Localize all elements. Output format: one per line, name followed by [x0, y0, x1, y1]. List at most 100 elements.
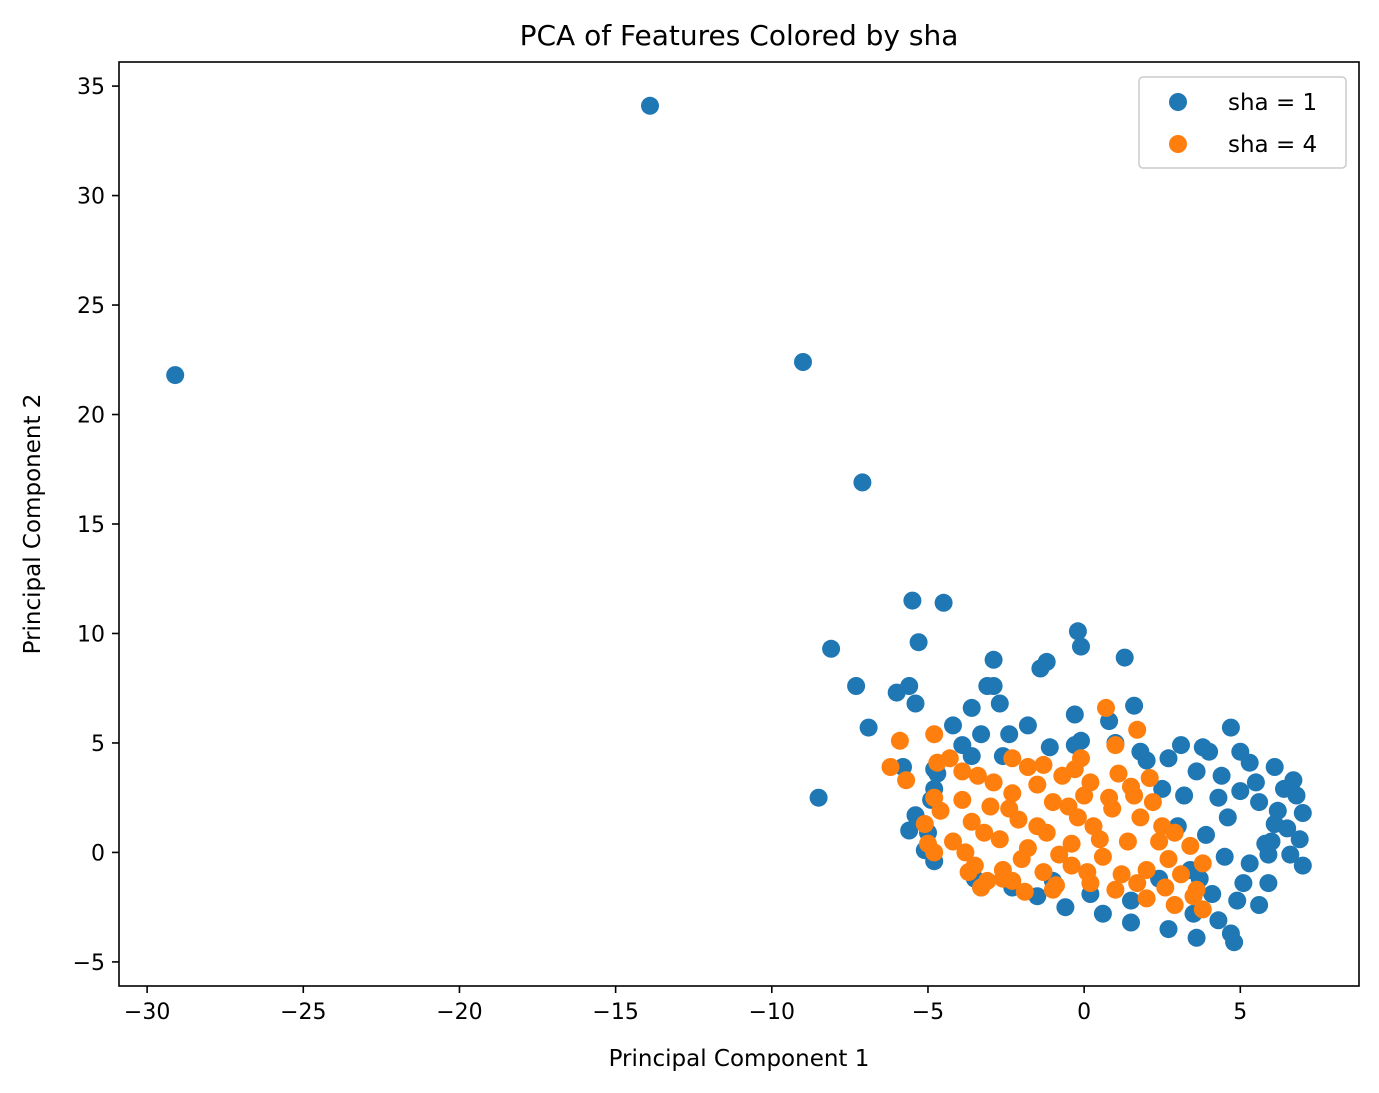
scatter-point — [1256, 834, 1275, 853]
scatter-point — [1090, 830, 1109, 849]
scatter-point — [1209, 911, 1228, 930]
y-tick-label: −5 — [73, 951, 105, 976]
chart-title: PCA of Features Colored by sha — [520, 19, 959, 52]
scatter-point — [915, 815, 934, 833]
scatter-point — [984, 773, 1003, 792]
scatter-point — [962, 747, 981, 766]
scatter-point — [897, 771, 916, 790]
scatter-point — [944, 716, 962, 735]
y-axis-ticks: −5 0 5 10 15 20 25 30 35 — [73, 75, 119, 976]
x-tick-label: −30 — [124, 1000, 170, 1025]
scatter-point — [1218, 808, 1237, 827]
x-tick-label: −10 — [749, 1000, 795, 1025]
scatter-point — [1000, 799, 1019, 818]
x-tick-label: −15 — [592, 1000, 638, 1025]
scatter-point — [1050, 845, 1069, 864]
scatter-point — [1187, 928, 1206, 947]
scatter-point — [1125, 696, 1144, 715]
scatter-point — [1034, 863, 1053, 882]
scatter-point — [1290, 830, 1309, 849]
scatter-point — [1240, 753, 1259, 772]
legend-label-sha-4: sha = 4 — [1228, 132, 1317, 158]
scatter-point — [1018, 716, 1037, 735]
scatter-point — [1103, 799, 1122, 818]
legend-box — [1138, 76, 1347, 169]
scatter-point — [1028, 775, 1047, 794]
scatter-point — [1240, 854, 1259, 873]
y-tick-label: 15 — [77, 513, 105, 538]
x-tick-label: 0 — [1077, 1000, 1091, 1025]
scatter-point — [822, 639, 841, 658]
scatter-point — [1062, 856, 1081, 875]
scatter-point — [1215, 847, 1234, 866]
x-axis-label: Principal Component 1 — [609, 1046, 870, 1072]
scatter-point — [1106, 736, 1125, 755]
scatter-point — [959, 863, 978, 882]
scatter-point — [1093, 904, 1112, 923]
x-tick-label: −20 — [436, 1000, 482, 1025]
scatter-point — [1137, 861, 1156, 879]
legend-label-sha-1: sha = 1 — [1228, 90, 1317, 116]
scatter-point — [1034, 755, 1053, 774]
scatter-point — [1003, 749, 1022, 768]
scatter-point — [1072, 637, 1090, 656]
y-tick-label: 30 — [77, 185, 105, 210]
legend-marker-sha-1 — [1169, 93, 1187, 111]
scatter-point — [940, 749, 959, 768]
scatter-point — [1056, 898, 1075, 917]
scatter-point — [900, 821, 919, 840]
scatter-point — [1159, 920, 1178, 939]
scatter-point — [809, 788, 828, 807]
scatter-point — [1165, 896, 1184, 914]
scatter-point — [1193, 900, 1212, 919]
scatter-point — [1175, 786, 1194, 805]
scatter-point — [1187, 762, 1206, 781]
scatter-point — [1234, 874, 1253, 893]
scatter-point — [890, 731, 909, 750]
y-tick-label: 25 — [77, 294, 105, 319]
scatter-point — [1131, 808, 1150, 827]
scatter-point — [1093, 847, 1112, 866]
scatter-point — [1000, 725, 1019, 744]
scatter-point — [1159, 850, 1178, 868]
scatter-point — [1265, 758, 1284, 776]
y-axis-label: Principal Component 2 — [20, 394, 46, 655]
scatter-point — [1228, 891, 1247, 910]
scatter-point — [1106, 880, 1125, 899]
scatter-point — [1209, 788, 1228, 807]
scatter-point — [975, 823, 994, 842]
scatter-point — [1172, 736, 1190, 755]
scatter-point — [981, 797, 1000, 816]
scatter-point — [1125, 786, 1144, 805]
scatter-point — [1221, 718, 1240, 737]
scatter-point — [1003, 871, 1022, 890]
scatter-point — [990, 830, 1009, 849]
scatter-point — [1128, 874, 1147, 893]
scatter-point — [962, 698, 981, 717]
y-tick-label: 0 — [91, 841, 105, 866]
scatter-point — [953, 790, 972, 809]
scatter-point — [1109, 764, 1128, 783]
scatter-point — [1137, 889, 1156, 908]
scatter-point — [1268, 801, 1287, 820]
scatter-point — [641, 96, 659, 115]
y-tick-label: 35 — [77, 75, 105, 100]
scatter-point — [1278, 819, 1297, 838]
scatter-point — [1068, 622, 1087, 641]
scatter-point — [1225, 933, 1244, 952]
scatter-point — [1015, 882, 1034, 901]
scatter-point — [1246, 773, 1265, 792]
scatter-point — [944, 832, 962, 851]
y-tick-label: 10 — [77, 622, 105, 647]
scatter-point — [1159, 749, 1178, 768]
x-tick-label: −25 — [280, 1000, 326, 1025]
scatter-point — [887, 683, 906, 702]
scatter-point — [1165, 823, 1184, 842]
scatter-point — [1112, 865, 1131, 884]
scatter-point — [1193, 738, 1212, 757]
scatter-point — [953, 762, 972, 781]
scatter-point — [1062, 834, 1081, 853]
scatter-point — [925, 725, 944, 744]
scatter-point — [972, 725, 991, 744]
scatter-point — [1293, 856, 1312, 875]
